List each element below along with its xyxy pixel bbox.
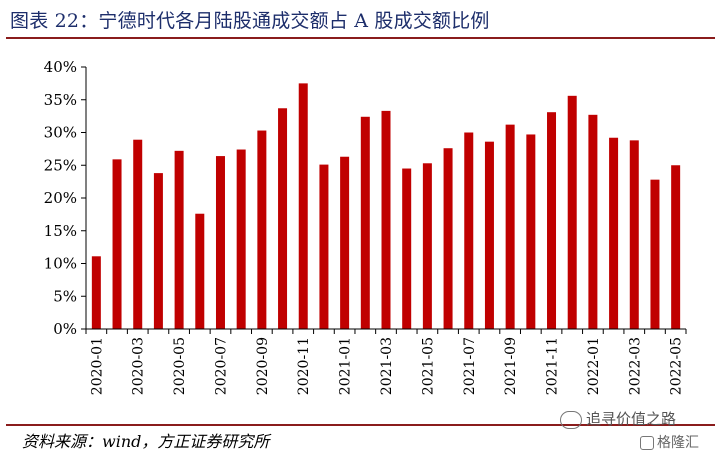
bar-2021-06 xyxy=(443,148,453,329)
bar-2021-03 xyxy=(381,110,391,329)
x-tick-label: 2022-05 xyxy=(669,337,685,395)
x-tick-label: 2022-01 xyxy=(586,337,602,395)
watermark-brand: 格隆汇 xyxy=(640,432,699,452)
bar-2020-04 xyxy=(153,173,163,329)
y-tick-label: 0% xyxy=(53,320,77,338)
x-tick-label: 2021-09 xyxy=(503,337,519,395)
x-axis: 2020-01 2020-03 2020-05 2020-07 2020-09 2020-… xyxy=(85,328,687,395)
bar-2021-11 xyxy=(547,112,557,329)
y-tick-label: 25% xyxy=(44,156,77,174)
x-tick-label: 2020-09 xyxy=(255,337,271,395)
bar-2021-10 xyxy=(526,134,536,329)
bar-2020-07 xyxy=(215,156,225,329)
x-tick-label: 2021-03 xyxy=(379,337,395,395)
bar-2020-12 xyxy=(319,164,329,329)
bar-2020-02 xyxy=(112,159,122,329)
source-note: 资料来源：wind，方正证券研究所 xyxy=(22,432,270,451)
source-rule xyxy=(6,424,715,426)
bar-2020-10 xyxy=(278,108,288,329)
y-tick-label: 5% xyxy=(53,287,77,305)
x-tick-label: 2021-07 xyxy=(462,337,478,395)
x-tick-label: 2020-05 xyxy=(172,337,188,395)
bar-2022-05 xyxy=(671,165,681,329)
watermark-brand-text: 格隆汇 xyxy=(657,435,699,451)
x-tick-label: 2021-11 xyxy=(545,337,561,395)
watermark: 追寻价值之路 xyxy=(560,408,676,429)
bar-2022-04 xyxy=(650,179,660,329)
bar-2020-05 xyxy=(174,150,184,329)
watermark-text: 追寻价值之路 xyxy=(586,410,677,428)
wechat-icon xyxy=(560,410,582,429)
x-tick-label: 2020-01 xyxy=(89,337,105,395)
y-tick-label: 20% xyxy=(44,189,77,207)
y-tick-label: 10% xyxy=(44,255,77,273)
y-tick-label: 35% xyxy=(44,91,77,109)
bar-2022-02 xyxy=(609,137,619,329)
x-tick-label: 2021-01 xyxy=(338,337,354,395)
y-tick-label: 40% xyxy=(44,58,77,76)
bar-2022-01 xyxy=(588,114,598,329)
y-tick-label: 30% xyxy=(44,124,77,142)
bar-2020-09 xyxy=(257,130,267,329)
bar-2021-04 xyxy=(402,168,412,329)
bar-2021-12 xyxy=(567,95,577,329)
bar-2020-11 xyxy=(298,83,308,329)
x-tick-label: 2020-11 xyxy=(296,337,312,395)
bar-2021-07 xyxy=(464,132,474,329)
y-axis: 0% 5% 10% 15% 20% 25% 30% 35% 40% xyxy=(44,58,87,338)
bar-2021-01 xyxy=(340,156,350,329)
x-tick-label: 2022-03 xyxy=(627,337,643,395)
bar-2020-08 xyxy=(236,149,246,329)
bar-2020-03 xyxy=(133,139,143,329)
bar-2021-05 xyxy=(422,163,432,329)
bar-chart: 0% 5% 10% 15% 20% 25% 30% 35% 40% 2020-01 2020-03… xyxy=(44,58,687,395)
bar-2021-02 xyxy=(360,116,370,329)
x-tick-label: 2021-05 xyxy=(420,337,436,395)
bar-2022-03 xyxy=(629,140,639,329)
x-tick-label: 2020-07 xyxy=(213,337,229,395)
gelonghui-logo-icon xyxy=(640,436,654,450)
y-tick-label: 15% xyxy=(44,222,77,240)
bar-2020-06 xyxy=(195,213,205,329)
title-rule xyxy=(6,37,715,39)
bars xyxy=(91,83,681,329)
x-tick-label: 2020-03 xyxy=(131,337,147,395)
bar-2021-09 xyxy=(505,124,515,329)
bar-2021-08 xyxy=(484,141,494,329)
bar-2020-01 xyxy=(91,256,101,329)
chart-title: 图表 22：宁德时代各月陆股通成交额占 A 股成交额比例 xyxy=(10,10,490,32)
